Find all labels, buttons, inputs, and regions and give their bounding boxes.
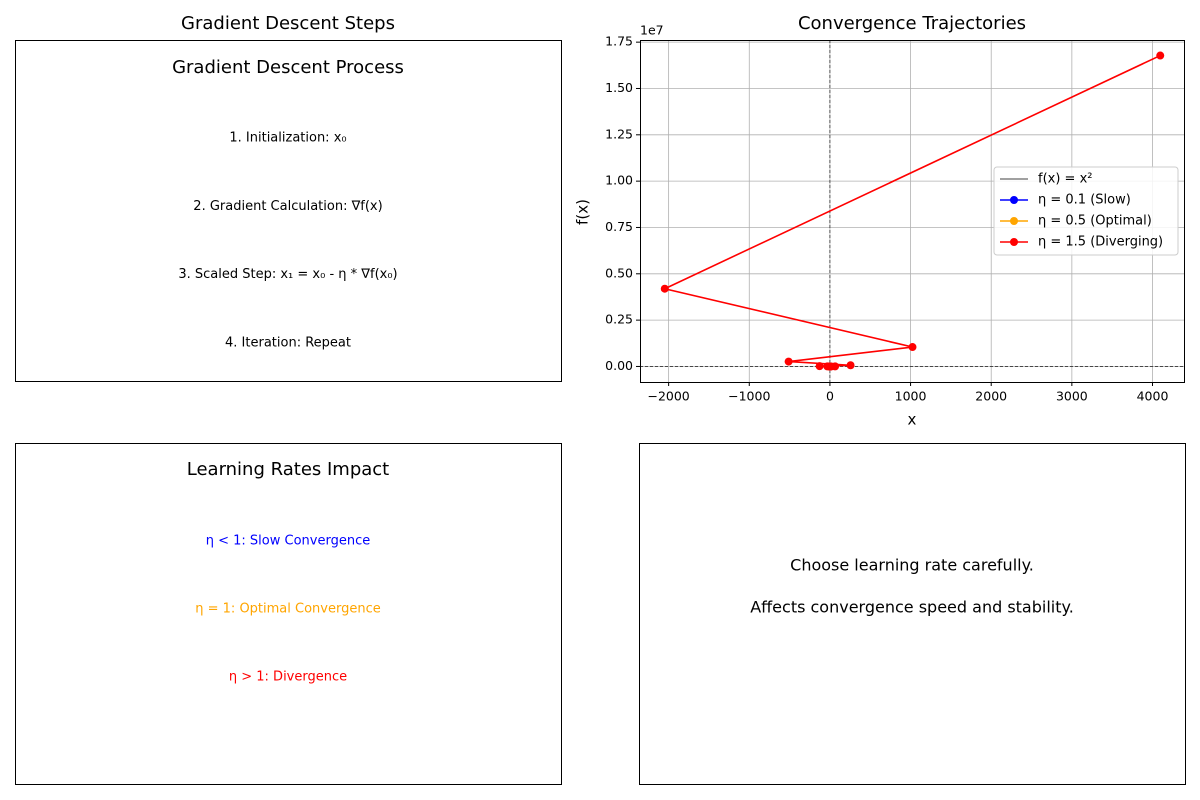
- point: [660, 284, 669, 293]
- rate-text: η = 1: Optimal Convergence: [195, 602, 380, 617]
- x-tick-label: 1000: [895, 389, 927, 404]
- point: [908, 343, 917, 352]
- legend-label: η = 1.5 (Diverging): [1038, 235, 1163, 250]
- step-text: 2. Gradient Calculation: ∇f(x): [193, 199, 382, 214]
- point: [1156, 51, 1165, 60]
- x-tick-label: 4000: [1137, 389, 1169, 404]
- step-text: 4. Iteration: Repeat: [225, 335, 351, 350]
- point: [784, 357, 793, 366]
- x-tick-label: −2000: [647, 389, 689, 404]
- x-tick-label: −1000: [728, 389, 770, 404]
- point: [846, 361, 855, 370]
- y-tick-label: 1.75: [605, 34, 633, 49]
- y-tick-label: 1.25: [605, 126, 633, 141]
- step-text: 3. Scaled Step: x₁ = x₀ - η * ∇f(x₀): [178, 267, 397, 282]
- y-tick-label: 1.50: [605, 80, 633, 95]
- y-tick-label: 0.25: [605, 312, 633, 327]
- point: [815, 362, 824, 371]
- x-axis-label: x: [908, 411, 917, 429]
- legend-box: [993, 166, 1179, 256]
- y-tick-label: 0.50: [605, 265, 633, 280]
- note-text: Affects convergence speed and stability.: [750, 598, 1074, 617]
- note-text: Choose learning rate carefully.: [790, 556, 1034, 575]
- point: [831, 362, 840, 371]
- panel-heading: Learning Rates Impact: [187, 459, 390, 480]
- y-tick-label: 0.75: [605, 219, 633, 234]
- chart-title: Convergence Trajectories: [798, 13, 1026, 34]
- legend-marker: [1010, 217, 1018, 225]
- step-text: 1. Initialization: x₀: [229, 131, 346, 146]
- legend-label: η = 0.1 (Slow): [1038, 193, 1131, 208]
- legend-marker: [1010, 238, 1018, 246]
- axes-frame: [640, 40, 1185, 383]
- panel-heading: Gradient Descent Process: [172, 57, 404, 78]
- x-tick-label: 3000: [1056, 389, 1088, 404]
- legend-label: f(x) = x²: [1038, 172, 1092, 187]
- panel-frame: [15, 40, 562, 382]
- plot-area: [660, 51, 1165, 371]
- y-tick-label: 1.00: [605, 173, 633, 188]
- panel-frame: [15, 443, 562, 785]
- y-axis-label: f(x): [574, 199, 592, 225]
- y-offset-label: 1e7: [640, 23, 664, 38]
- panel-title: Gradient Descent Steps: [181, 13, 395, 34]
- x-tick-label: 0: [826, 389, 834, 404]
- point: [823, 362, 832, 371]
- x-tick-label: 2000: [975, 389, 1007, 404]
- legend-label: η = 0.5 (Optimal): [1038, 214, 1152, 229]
- rate-text: η > 1: Divergence: [229, 670, 347, 685]
- y-tick-label: 0.00: [605, 358, 633, 373]
- rate-text: η < 1: Slow Convergence: [206, 534, 370, 549]
- legend-marker: [1010, 196, 1018, 204]
- panel-frame: [639, 443, 1186, 785]
